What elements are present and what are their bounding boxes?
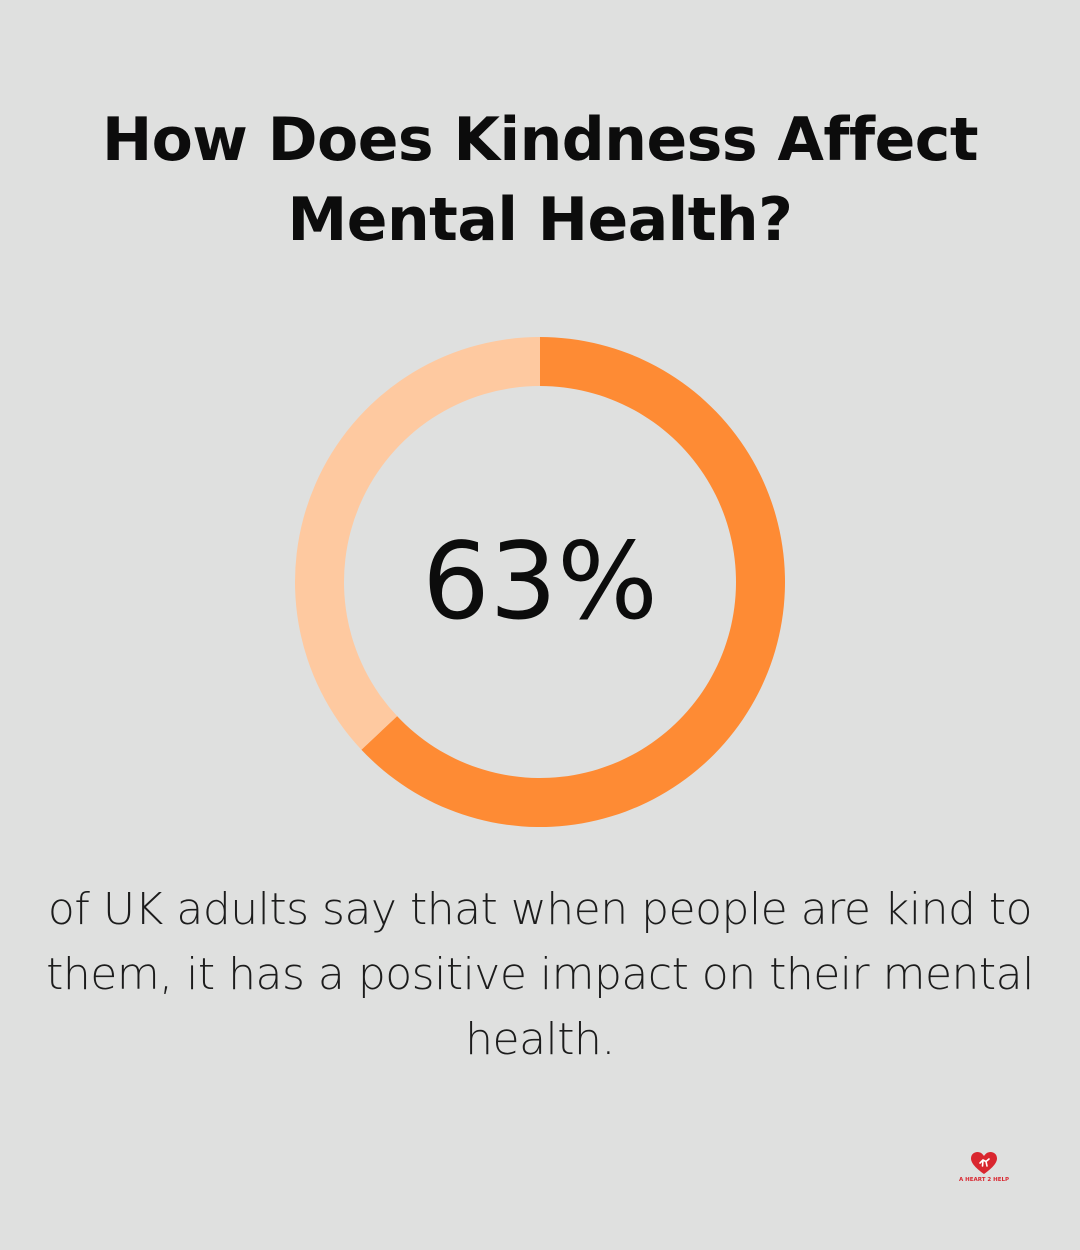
logo-text: A HEART 2 HELP: [958, 1177, 1010, 1183]
donut-chart-svg: 63%: [295, 337, 785, 827]
donut-chart: 63%: [290, 332, 790, 832]
donut-slice-2: [295, 337, 540, 750]
chart-caption: of UK adults say that when people are ki…: [46, 884, 1034, 1065]
donut-slice-1: [361, 337, 785, 827]
chart-title: How Does Kindness Affect Mental Health?: [101, 105, 979, 255]
brand-logo: A HEART 2 HELP: [952, 1152, 1016, 1188]
donut-slices: [295, 337, 785, 827]
heart-icon: [971, 1152, 997, 1174]
percentage-value: 63%: [422, 520, 658, 643]
